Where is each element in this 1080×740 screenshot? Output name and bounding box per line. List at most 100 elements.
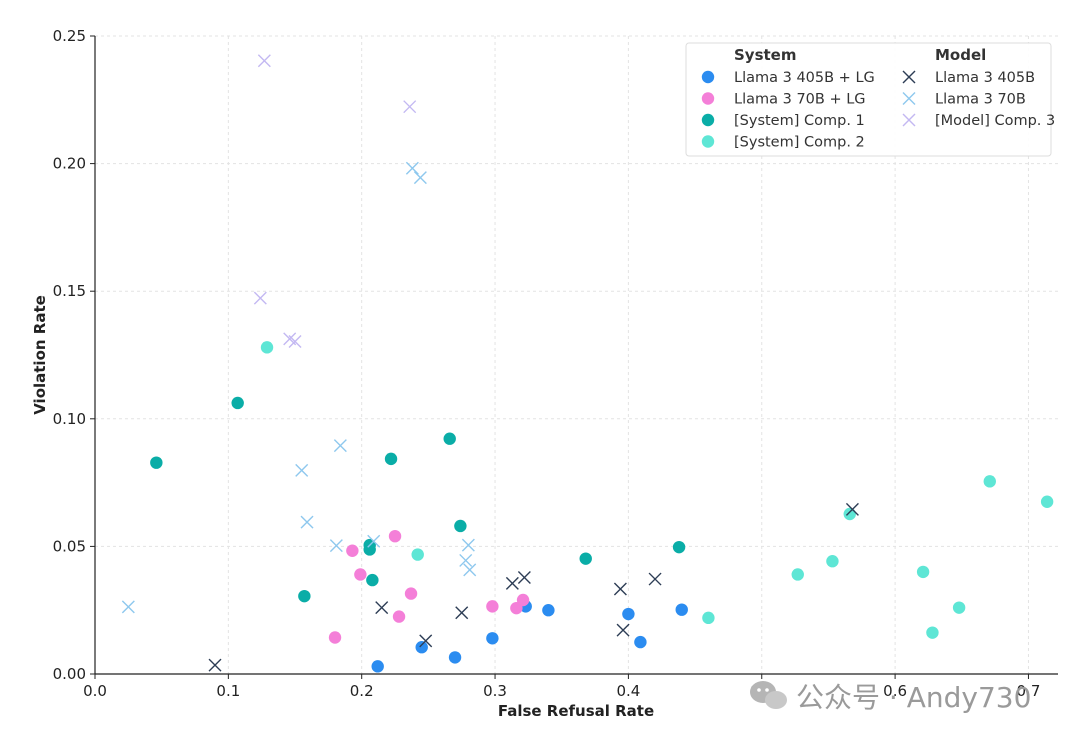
legend-marker-system-comp-2 xyxy=(701,135,715,148)
point-llama-3-70b xyxy=(463,563,477,577)
watermark: 公众号 · Andy730 xyxy=(750,681,1031,714)
legend-label-llama-3-405b-lg: Llama 3 405B + LG xyxy=(734,70,875,86)
series-llama-3-405b xyxy=(208,502,859,672)
legend-label-llama-3-70b-lg: Llama 3 70B + LG xyxy=(734,92,866,108)
point-system-comp-2 xyxy=(411,548,424,561)
legend-label-system-comp-1: [System] Comp. 1 xyxy=(734,113,865,129)
point-system-comp-1 xyxy=(363,543,376,556)
x-axis-title: False Refusal Rate xyxy=(498,702,654,720)
point-llama-3-70b xyxy=(461,538,475,552)
point-llama-3-70b-lg xyxy=(354,568,367,581)
point-model-comp-3 xyxy=(253,291,267,305)
x-tick-label: 0.7 xyxy=(1017,682,1041,700)
point-llama-3-70b xyxy=(329,539,343,553)
point-system-comp-1 xyxy=(298,589,311,603)
point-llama-3-405b xyxy=(375,601,389,615)
point-llama-3-405b xyxy=(613,582,627,596)
point-system-comp-2 xyxy=(791,568,804,581)
data-points xyxy=(121,54,1054,673)
point-llama-3-70b-lg xyxy=(328,631,342,644)
point-llama-3-70b xyxy=(121,600,135,614)
legend-label-llama-3-70b: Llama 3 70B xyxy=(935,92,1026,108)
grid xyxy=(95,35,1058,674)
point-llama-3-70b xyxy=(333,439,347,453)
point-llama-3-405b-lg xyxy=(542,604,555,617)
series-system-comp-2 xyxy=(260,341,1054,639)
legend-box xyxy=(685,42,1052,157)
point-llama-3-405b xyxy=(455,606,469,620)
point-llama-3-405b xyxy=(845,502,859,516)
series-llama-3-70b xyxy=(121,161,477,614)
point-llama-3-405b-lg xyxy=(622,607,635,621)
legend-marker-llama-3-405b-lg xyxy=(701,70,715,84)
y-tick-label: 0.15 xyxy=(53,282,86,300)
point-system-comp-1 xyxy=(454,519,467,533)
point-llama-3-405b-lg xyxy=(675,603,688,616)
point-llama-3-70b xyxy=(459,553,473,567)
series-llama-3-405b-lg xyxy=(371,600,688,673)
point-system-comp-2 xyxy=(952,601,966,614)
watermark-text: 公众号 · Andy730 xyxy=(796,681,1031,714)
point-llama-3-405b xyxy=(517,571,531,585)
legend-label-llama-3-405b: Llama 3 405B xyxy=(935,70,1035,86)
point-system-comp-2 xyxy=(983,475,996,488)
legend-label-system-comp-2: [System] Comp. 2 xyxy=(734,135,865,151)
point-llama-3-70b-lg xyxy=(486,600,499,613)
point-model-comp-3 xyxy=(257,54,271,68)
point-llama-3-405b-lg xyxy=(486,632,499,645)
point-system-comp-2 xyxy=(916,565,930,579)
axes xyxy=(94,36,1058,675)
legend-marker-llama-3-70b xyxy=(902,92,916,105)
point-llama-3-405b xyxy=(208,658,222,672)
point-model-comp-3 xyxy=(403,100,417,114)
x-tick-label: 0.0 xyxy=(83,682,107,700)
y-ticks: 0.00 0.05 0.10 0.15 0.20 0.25 xyxy=(53,27,95,683)
y-tick-label: 0.10 xyxy=(53,410,86,428)
point-system-comp-2 xyxy=(926,626,939,639)
point-system-comp-1 xyxy=(231,396,244,410)
y-tick-label: 0.05 xyxy=(53,537,86,555)
point-llama-3-70b-lg xyxy=(404,587,418,600)
legend-label-model-comp-3: [Model] Comp. 3 xyxy=(935,113,1055,129)
legend-items: Llama 3 405B + LG Llama 3 70B + LG [System… xyxy=(701,70,1055,151)
point-system-comp-2 xyxy=(843,507,856,521)
wechat-logo-icon xyxy=(750,681,787,709)
legend-marker-llama-3-70b-lg xyxy=(701,92,715,105)
point-system-comp-1 xyxy=(150,456,163,469)
point-llama-3-405b-lg xyxy=(415,641,428,654)
point-llama-3-405b-lg xyxy=(448,651,462,664)
y-axis-title: Violation Rate xyxy=(31,295,49,415)
point-llama-3-70b xyxy=(367,534,381,548)
point-system-comp-1 xyxy=(579,552,592,565)
point-system-comp-2 xyxy=(260,341,274,354)
point-system-comp-1 xyxy=(366,573,379,587)
point-llama-3-70b-lg xyxy=(346,544,359,557)
point-system-comp-2 xyxy=(1040,495,1054,508)
series-model-comp-3 xyxy=(253,54,417,348)
y-tick-label: 0.25 xyxy=(53,27,86,45)
point-system-comp-2 xyxy=(702,611,715,625)
point-system-comp-1 xyxy=(384,452,398,466)
point-llama-3-70b xyxy=(295,463,309,477)
legend-marker-system-comp-1 xyxy=(701,113,715,127)
y-tick-label: 0.20 xyxy=(53,155,86,173)
point-llama-3-405b xyxy=(616,623,630,637)
legend: System Model Llama 3 405B + LG Llama 3 70… xyxy=(685,42,1055,157)
point-llama-3-70b xyxy=(405,161,419,175)
x-tick-label: 0.1 xyxy=(216,682,240,700)
legend-marker-llama-3-405b xyxy=(902,70,916,84)
point-system-comp-2 xyxy=(826,555,839,568)
point-llama-3-405b-lg xyxy=(634,635,647,649)
x-tick-label: 0.4 xyxy=(616,682,640,700)
point-llama-3-70b-lg xyxy=(516,593,530,607)
point-llama-3-70b xyxy=(300,515,314,529)
point-llama-3-405b xyxy=(419,634,433,648)
x-tick-label: 0.2 xyxy=(350,682,374,700)
point-llama-3-70b-lg xyxy=(388,529,402,543)
point-system-comp-1 xyxy=(443,432,456,445)
point-system-comp-1 xyxy=(672,540,686,554)
point-llama-3-405b-lg xyxy=(371,660,384,673)
y-tick-label: 0.00 xyxy=(53,665,86,683)
point-llama-3-70b xyxy=(413,171,427,185)
